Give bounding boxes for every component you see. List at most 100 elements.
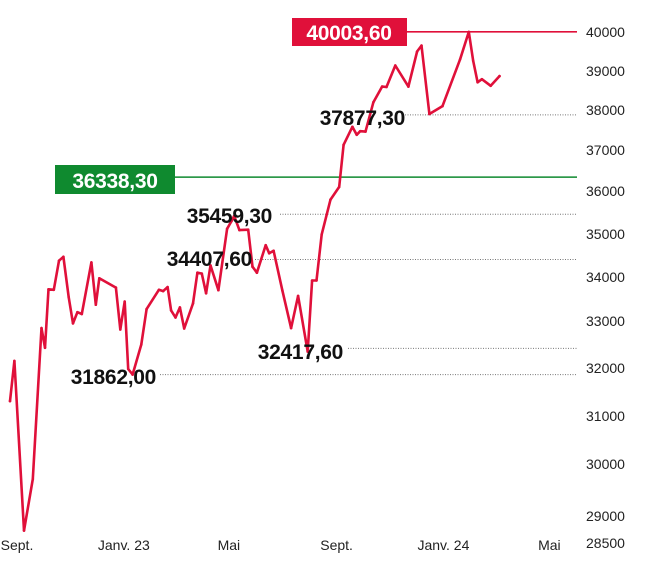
- data-point: [182, 327, 186, 330]
- data-point: [364, 130, 367, 133]
- data-point: [169, 309, 173, 312]
- x-tick-label: Sept.: [320, 537, 353, 553]
- data-point: [351, 125, 354, 129]
- data-point: [238, 228, 241, 232]
- data-point: [178, 306, 182, 309]
- data-point: [498, 74, 501, 78]
- data-point: [94, 303, 98, 307]
- data-point: [80, 312, 84, 316]
- data-point: [40, 326, 43, 330]
- data-point: [114, 286, 118, 289]
- data-point: [394, 64, 397, 67]
- data-point: [90, 261, 93, 264]
- y-tick-label: 35000: [586, 226, 625, 242]
- y-tick-label: 37000: [586, 142, 625, 158]
- data-point: [255, 271, 259, 275]
- data-point: [489, 84, 493, 88]
- data-point: [467, 30, 471, 34]
- data-point: [306, 350, 310, 353]
- value-badge: [55, 165, 175, 194]
- data-point: [441, 104, 444, 108]
- data-point: [296, 294, 300, 298]
- data-point: [126, 367, 130, 371]
- data-point: [204, 292, 208, 295]
- data-point: [232, 214, 236, 218]
- data-point: [76, 310, 79, 314]
- data-point: [145, 307, 148, 311]
- data-point: [71, 322, 75, 325]
- data-point: [98, 277, 101, 280]
- x-tick-label: Sept.: [1, 537, 34, 553]
- data-point: [43, 346, 47, 350]
- data-point: [246, 228, 250, 231]
- data-point: [22, 529, 26, 532]
- y-tick-label: 39000: [586, 63, 625, 79]
- y-tick-label: 32000: [586, 360, 625, 376]
- series-line-layer: [8, 30, 501, 532]
- data-point: [458, 58, 462, 61]
- data-point: [358, 129, 362, 133]
- data-point: [67, 295, 70, 299]
- data-point: [342, 143, 345, 147]
- data-point: [200, 272, 204, 275]
- y-tick-label: 33000: [586, 313, 625, 329]
- data-point: [217, 288, 220, 292]
- data-point: [191, 302, 195, 305]
- data-point: [420, 44, 423, 47]
- data-point: [8, 399, 12, 403]
- data-point: [13, 359, 16, 363]
- x-tick-label: Mai: [218, 537, 241, 553]
- data-point: [166, 285, 169, 289]
- series-line: [8, 30, 501, 532]
- y-axis-tick-labels: 40000 39000 38000 37000 36000 35000 34000 33000…: [586, 24, 625, 551]
- data-point: [476, 81, 479, 84]
- y-tick-label: 29000: [586, 508, 625, 524]
- value-badge: [292, 18, 407, 46]
- data-point: [380, 85, 384, 88]
- data-point: [161, 289, 165, 293]
- data-point: [140, 343, 143, 346]
- data-point: [62, 255, 65, 259]
- data-point: [157, 288, 161, 292]
- data-point: [131, 373, 134, 376]
- data-point: [289, 326, 293, 330]
- value-annotations-layer: 40003,60 36338,30 37877,30 35459,30 34407,60…: [55, 18, 407, 389]
- data-point: [47, 288, 50, 291]
- data-point: [372, 100, 375, 104]
- value-annotation: 32417,60: [258, 341, 343, 364]
- data-point: [415, 50, 419, 53]
- value-badge-label: 40003,60: [306, 22, 391, 45]
- x-tick-label: Mai: [538, 537, 561, 553]
- data-point: [480, 77, 484, 81]
- data-point: [407, 85, 410, 88]
- value-annotation: 34407,60: [167, 248, 252, 271]
- x-tick-label: Janv. 24: [417, 537, 469, 553]
- data-point: [471, 59, 475, 63]
- x-axis-tick-labels: Sept. Janv. 23 Mai Sept. Janv. 24 Mai: [1, 537, 561, 553]
- y-tick-label: 40000: [586, 24, 625, 40]
- data-point: [385, 85, 388, 89]
- data-point: [267, 252, 271, 255]
- data-point: [281, 288, 284, 292]
- data-point: [337, 185, 341, 189]
- data-point: [225, 227, 229, 231]
- data-point: [196, 271, 199, 275]
- value-annotation: 37877,30: [320, 107, 405, 130]
- data-point: [123, 300, 126, 303]
- data-point: [355, 133, 359, 137]
- y-tick-label: 36000: [586, 183, 625, 199]
- y-tick-label: 31000: [586, 408, 625, 424]
- data-point: [251, 265, 254, 269]
- data-point: [209, 264, 212, 267]
- reference-lines-layer: [55, 31, 577, 376]
- value-annotation: 31862,00: [71, 366, 156, 389]
- data-point: [320, 233, 324, 236]
- data-point: [329, 198, 332, 201]
- y-tick-label: 28500: [586, 535, 625, 551]
- y-tick-label: 34000: [586, 269, 625, 285]
- data-point: [57, 259, 61, 263]
- data-point: [310, 279, 314, 282]
- data-point: [119, 328, 122, 331]
- data-point: [264, 243, 268, 247]
